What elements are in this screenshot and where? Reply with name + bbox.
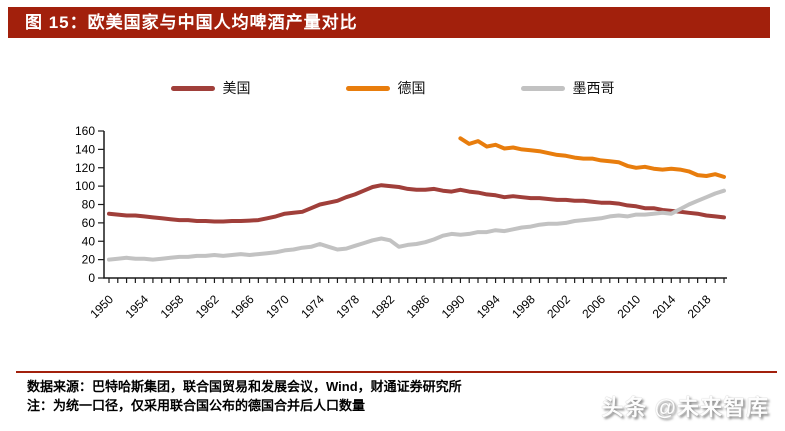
legend-label-germany: 德国 <box>397 80 426 96</box>
x-axis-tick-label: 2018 <box>685 292 714 321</box>
figure-title-bar: 图 15：欧美国家与中国人均啤酒产量对比 <box>8 7 770 38</box>
x-axis-tick-label: 1950 <box>87 292 116 321</box>
us-line-swatch <box>170 85 215 91</box>
x-axis-tick-label: 2010 <box>614 292 643 321</box>
x-axis-tick-label: 1978 <box>333 292 362 321</box>
x-axis-tick-label: 1982 <box>368 292 397 321</box>
x-axis-tick-label: 1962 <box>193 292 222 321</box>
mexico-series-line <box>107 188 726 262</box>
x-axis-tick-label: 1990 <box>439 292 468 321</box>
y-axis-tick-label: 0 <box>88 271 95 285</box>
x-axis-tick-label: 1954 <box>122 292 151 321</box>
watermark-text: 头条 @未来智库 <box>601 395 769 420</box>
figure-title: 图 15：欧美国家与中国人均啤酒产量对比 <box>25 13 358 32</box>
x-axis-tick-label: 1974 <box>298 292 327 321</box>
x-axis-tick-label: 1958 <box>158 292 187 321</box>
x-axis-tick-label: 2006 <box>579 292 608 321</box>
x-axis-tick-label: 2014 <box>650 292 679 321</box>
legend-label-us: 美国 <box>222 80 251 96</box>
x-axis-tick-label: 1998 <box>509 292 538 321</box>
y-axis-tick-label: 60 <box>82 216 96 230</box>
y-axis-tick-label: 20 <box>82 253 96 267</box>
y-axis-tick-label: 40 <box>82 234 96 248</box>
y-axis-tick-label: 80 <box>82 198 96 212</box>
x-axis-tick-label: 1986 <box>404 292 433 321</box>
legend-item-germany: 德国 <box>345 78 426 98</box>
footnote-text: 注：为统一口径，仅采用联合国公布的德国合并后人口数量 <box>27 398 366 413</box>
legend-item-mexico: 墨西哥 <box>520 78 615 98</box>
x-axis-tick-label: 1966 <box>228 292 257 321</box>
y-axis-tick-label: 100 <box>75 179 95 193</box>
x-axis-tick-label: 1994 <box>474 292 503 321</box>
chart-legend: 美国 德国 墨西哥 <box>0 76 785 100</box>
legend-label-mexico: 墨西哥 <box>572 80 615 96</box>
germany-line-swatch <box>345 85 390 91</box>
legend-item-us: 美国 <box>170 78 251 98</box>
x-axis-tick-label: 2002 <box>544 292 573 321</box>
mexico-line-swatch <box>520 85 565 91</box>
x-axis-tick-label: 1970 <box>263 292 292 321</box>
germany-series-line <box>458 136 726 179</box>
footer-divider <box>16 371 777 373</box>
data-source-text: 数据来源：巴特哈斯集团，联合国贸易和发展会议，Wind，财通证券研究所 <box>27 379 462 394</box>
us-series-line <box>107 183 726 224</box>
y-axis-tick-label: 160 <box>75 124 95 138</box>
chart-axes <box>103 131 727 279</box>
y-axis-tick-label: 140 <box>75 142 95 156</box>
y-axis-tick-label: 120 <box>75 161 95 175</box>
